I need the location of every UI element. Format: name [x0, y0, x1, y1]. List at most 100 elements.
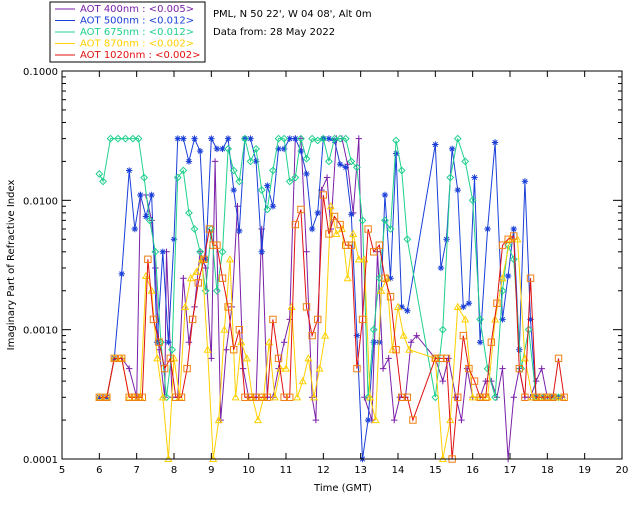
series-point	[385, 355, 392, 362]
x-tick-label: 13	[354, 465, 367, 476]
series-point	[151, 247, 160, 256]
series-point	[134, 134, 143, 143]
series-point	[381, 191, 389, 199]
series-point	[192, 267, 201, 275]
series-point	[403, 235, 412, 244]
series-point	[453, 302, 462, 310]
series-point	[202, 256, 209, 263]
series-point	[510, 225, 517, 233]
x-tick-label: 19	[578, 465, 591, 476]
series-point	[203, 345, 212, 353]
series-point	[319, 191, 328, 199]
series-point	[159, 248, 166, 255]
series-point	[188, 315, 197, 324]
series-point	[152, 264, 159, 272]
y-tick-label: 0.0010	[23, 326, 58, 337]
series-point	[253, 415, 263, 424]
series-point	[280, 393, 288, 401]
series-point	[149, 315, 158, 324]
series-point	[126, 365, 133, 372]
series-point	[303, 170, 310, 178]
series-point	[386, 292, 395, 301]
series-point	[148, 191, 155, 199]
series-point	[313, 136, 322, 145]
series-point	[323, 174, 331, 181]
series-point	[103, 393, 111, 401]
series-point	[185, 208, 193, 217]
series-point	[138, 393, 146, 401]
series-point	[431, 354, 440, 363]
legend-label: AOT 1020nm : <0.002>	[80, 50, 200, 61]
x-tick-label: 8	[171, 465, 177, 476]
series-point	[405, 345, 414, 353]
x-tick-label: 6	[96, 465, 102, 476]
series-point	[168, 345, 177, 354]
x-tick-label: 9	[208, 465, 214, 476]
series-point	[186, 273, 195, 282]
series-point	[241, 134, 249, 143]
series-point	[147, 286, 156, 294]
series-point	[131, 393, 139, 401]
series-point	[246, 157, 255, 166]
series-point	[407, 339, 415, 346]
series-point	[185, 339, 193, 346]
series-point	[459, 331, 468, 340]
series-point	[95, 170, 104, 178]
series-point	[498, 241, 507, 249]
series-point	[431, 393, 440, 402]
series-point	[516, 346, 523, 353]
series-point	[314, 209, 321, 217]
series-point	[220, 325, 229, 333]
series-point	[347, 157, 356, 166]
series-point	[461, 157, 470, 166]
series-point	[237, 337, 246, 346]
series-point	[527, 316, 534, 323]
series-point	[358, 216, 367, 225]
series-point	[308, 134, 317, 143]
series-point	[377, 286, 386, 294]
series-point	[468, 393, 477, 401]
series-point	[353, 364, 361, 373]
series-point	[174, 135, 181, 142]
series-point	[304, 354, 313, 362]
series-point	[532, 393, 540, 401]
series-point	[241, 393, 249, 401]
series-point	[180, 135, 187, 142]
series-point	[341, 134, 350, 143]
series-point	[510, 232, 518, 240]
series-point	[437, 264, 445, 272]
series-point	[312, 416, 320, 424]
series-point	[443, 236, 450, 243]
series-point	[129, 134, 137, 143]
x-tick-label: 17	[504, 465, 517, 476]
series-point	[364, 416, 372, 424]
series-point	[247, 135, 254, 142]
series-point	[438, 325, 447, 334]
x-tick-label: 16	[466, 465, 479, 476]
series-point	[392, 136, 401, 145]
series-line	[99, 206, 563, 460]
series-point	[354, 255, 363, 263]
series-point	[263, 205, 272, 214]
series-point	[297, 134, 305, 143]
y-tick-label: 0.1000	[23, 67, 58, 78]
series-point	[554, 354, 563, 363]
series-point	[172, 393, 180, 401]
series-point	[528, 393, 537, 401]
x-tick-label: 11	[280, 465, 293, 476]
series-point	[364, 225, 372, 233]
series-point	[269, 315, 277, 324]
series-point	[499, 365, 506, 372]
series-point	[392, 346, 400, 354]
series-point	[374, 248, 381, 255]
series-point	[179, 166, 188, 175]
series-point	[437, 354, 445, 363]
series-point	[114, 134, 122, 143]
series-point	[263, 393, 272, 401]
series-point	[432, 141, 439, 148]
series-point	[453, 134, 462, 143]
x-tick-label: 15	[429, 465, 442, 476]
series-point	[403, 393, 412, 401]
series-point	[365, 393, 375, 401]
